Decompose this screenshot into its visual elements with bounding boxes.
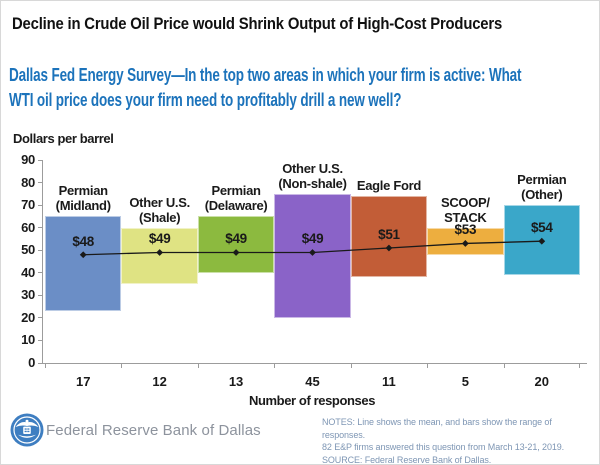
mean-point-marker	[232, 249, 240, 256]
region-label-permian-delaware: Permian (Delaware)	[204, 183, 268, 214]
region-label-other-us-nonshale: Other U.S. (Non-shale)	[278, 160, 347, 191]
y-tick	[38, 362, 42, 364]
x-tick-label-eagle-ford: 11	[382, 374, 396, 389]
region-label-eagle-ford: Eagle Ford	[356, 178, 422, 194]
y-tick	[38, 249, 42, 251]
mean-value-label-other-us-nonshale: $49	[301, 231, 324, 247]
chart-question-line-1: Dallas Fed Energy Survey—In the top two …	[9, 65, 522, 85]
x-axis-title: Number of responses	[248, 393, 376, 408]
mean-value-label-permian-other: $54	[530, 220, 553, 236]
notes-line: 82 E&P firms answered this question from…	[322, 442, 565, 452]
y-tick-label: 30	[21, 287, 35, 303]
x-tick-label-scoop-stack: 5	[461, 374, 469, 389]
x-tick-label-other-us-nonshale: 45	[305, 374, 320, 389]
chart-notes: NOTES: Line shows the mean, and bars sho…	[322, 416, 594, 465]
mean-value-label-permian-midland: $48	[72, 233, 95, 249]
plot-area: 0 10 20 30 40 50 60 70 80 90 Permian (Midland) $48 17…	[21, 152, 587, 389]
y-tick-label: 90	[21, 152, 35, 167]
mean-point-marker	[156, 249, 164, 256]
x-tick	[350, 364, 352, 368]
y-tick-label: 40	[21, 264, 35, 280]
x-tick	[121, 364, 123, 368]
range-bar-eagle-ford	[350, 196, 428, 278]
region-label-permian-midland: Permian (Midland)	[55, 183, 111, 214]
page-title: Decline in Crude Oil Price would Shrink …	[12, 15, 503, 33]
x-tick-label-permian-midland: 17	[75, 374, 91, 389]
x-tick-label-permian-delaware: 13	[228, 374, 244, 389]
y-tick	[38, 182, 42, 184]
mean-value-label-other-us-shale: $49	[148, 231, 171, 247]
y-tick	[38, 204, 42, 206]
region-label-scoop-stack: SCOOP/STACK	[440, 194, 490, 225]
x-tick	[45, 364, 46, 368]
y-tick	[38, 272, 42, 274]
range-bar-permian-delaware	[197, 216, 275, 273]
y-tick	[38, 159, 42, 161]
y-tick-label: 10	[21, 332, 35, 348]
mean-value-label-eagle-ford: $51	[378, 226, 400, 242]
notes-line: NOTES: Line shows the mean, and bars sho…	[322, 417, 552, 440]
mean-value-label-permian-delaware: $49	[225, 231, 247, 247]
y-tick-label: 20	[21, 309, 35, 325]
y-axis-title: Dollars per barrel	[13, 131, 114, 146]
range-bar-permian-midland	[45, 216, 122, 312]
mean-point-marker	[538, 237, 546, 245]
y-tick-label: 80	[21, 174, 35, 190]
dallas-fed-logo-icon	[10, 413, 44, 447]
x-tick	[274, 364, 276, 368]
mean-line	[79, 237, 546, 259]
y-tick	[38, 294, 42, 296]
x-tick-label-permian-other: 20	[534, 374, 550, 389]
y-tick-label: 70	[21, 197, 35, 213]
region-label-permian-other: Permian (Other)	[517, 172, 567, 203]
x-tick	[197, 364, 199, 368]
dallas-fed-wordmark: Federal Reserve Bank of Dallas	[46, 422, 261, 439]
x-tick	[503, 364, 505, 368]
axis-frame	[42, 160, 587, 364]
mean-point-marker	[309, 249, 316, 256]
y-tick	[38, 227, 42, 229]
mean-point-marker	[385, 244, 393, 252]
region-label-other-us-shale: Other U.S. (Shale)	[129, 194, 190, 225]
y-tick-label: 60	[21, 219, 35, 235]
notes-line: SOURCE: Federal Reserve Bank of Dallas.	[322, 454, 492, 465]
x-tick	[579, 364, 580, 368]
y-tick	[38, 317, 42, 319]
chart-question: Dallas Fed Energy Survey—In the top two …	[9, 63, 587, 113]
x-tick-label-other-us-shale: 12	[152, 374, 167, 389]
y-tick-label: 0	[28, 355, 35, 370]
mean-point-marker	[461, 240, 469, 247]
chart-question-line-2: WTI oil price does your firm need to pro…	[9, 90, 402, 110]
mean-value-label-scoop-stack: $53	[454, 222, 477, 238]
y-tick	[38, 339, 42, 341]
x-tick	[427, 364, 429, 368]
mean-point-marker	[79, 251, 87, 259]
y-tick-label: 50	[21, 242, 35, 258]
